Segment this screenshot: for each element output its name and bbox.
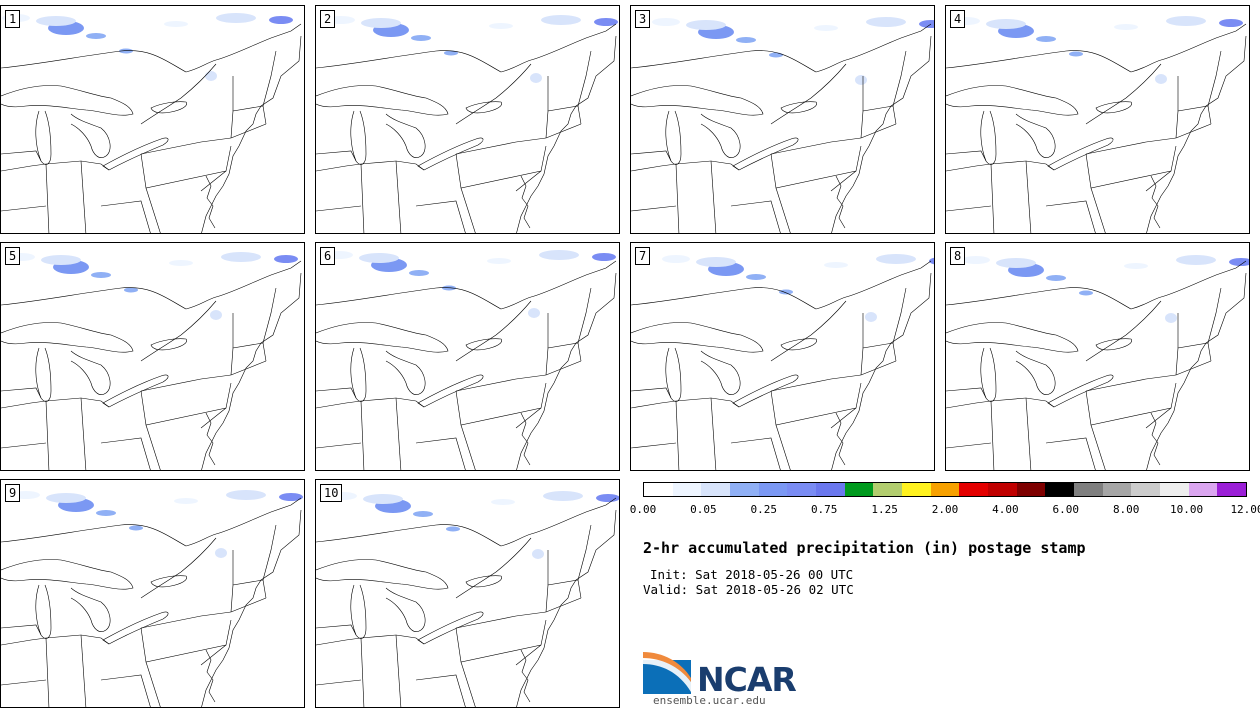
colorbar-swatch [1217, 483, 1247, 496]
colorbar-tick-label: 4.00 [992, 503, 1019, 516]
colorbar-swatch [758, 483, 788, 496]
colorbar-tick-label: 0.75 [810, 503, 838, 516]
colorbar-tick-label: 8.00 [1112, 503, 1140, 516]
map-member-2 [316, 15, 618, 233]
map-member-5 [1, 252, 302, 470]
colorbar-tick-label: 1.25 [871, 503, 898, 516]
colorbar-swatch [816, 483, 845, 496]
init-time: Init: Sat 2018-05-26 00 UTC [650, 567, 854, 582]
panel-member-7: 7 [630, 242, 935, 471]
colorbar-swatch [1016, 483, 1046, 496]
colorbar-swatch [902, 483, 931, 496]
colorbar-swatch [1045, 483, 1075, 496]
colorbar-swatch [672, 483, 702, 496]
valid-time: Valid: Sat 2018-05-26 02 UTC [643, 582, 854, 597]
panel-member-9: 9 [0, 479, 305, 708]
member-label: 7 [635, 247, 651, 265]
logo-text: NCAR [697, 660, 797, 699]
member-label: 2 [320, 10, 336, 28]
panel-member-2: 2 [315, 5, 620, 234]
panel-member-3: 3 [630, 5, 935, 234]
map-member-7 [631, 254, 934, 470]
colorbar-tick-label: 6.00 [1052, 503, 1080, 516]
member-label: 4 [950, 10, 966, 28]
map-member-8 [946, 255, 1249, 470]
panel-member-1: 1 [0, 5, 305, 234]
site-url: ensemble.ucar.edu [653, 694, 766, 707]
figure-title: 2-hr accumulated precipitation (in) post… [643, 539, 1086, 557]
panel-member-4: 4 [945, 5, 1250, 234]
panel-member-6: 6 [315, 242, 620, 471]
colorbar-swatch [1131, 483, 1161, 496]
colorbar-swatch [701, 483, 731, 496]
colorbar-swatch [1160, 483, 1189, 496]
map-member-10 [316, 491, 619, 707]
member-label: 6 [320, 247, 336, 265]
colorbar-tick-label: 10.00 [1170, 503, 1204, 516]
colorbar-tick-label: 0.00 [629, 503, 657, 516]
colorbar-swatch [787, 483, 817, 496]
colorbar-tick-label: 2.00 [931, 503, 959, 516]
member-label: 5 [5, 247, 21, 265]
colorbar-swatch [730, 483, 759, 496]
colorbar-swatch [1188, 483, 1218, 496]
colorbar-swatch [1074, 483, 1103, 496]
member-label: 10 [320, 484, 343, 502]
colorbar-swatch [844, 483, 874, 496]
map-member-6 [316, 250, 617, 470]
colorbar-tick-label: 0.05 [690, 503, 717, 516]
colorbar-swatch [930, 483, 960, 496]
member-label: 8 [950, 247, 966, 265]
colorbar-swatch [644, 483, 673, 496]
colorbar-swatch [1102, 483, 1132, 496]
panel-member-5: 5 [0, 242, 305, 471]
member-label: 1 [5, 10, 21, 28]
map-member-9 [1, 490, 303, 707]
map-member-1 [1, 13, 302, 233]
colorbar-swatch [988, 483, 1017, 496]
ncar-logo-icon [643, 652, 691, 694]
map-member-3 [631, 17, 934, 233]
member-label: 3 [635, 10, 651, 28]
panel-member-8: 8 [945, 242, 1250, 471]
colorbar-swatch [959, 483, 989, 496]
colorbar-tick-label: 0.25 [750, 503, 778, 516]
member-label: 9 [5, 484, 21, 502]
colorbar-swatch [873, 483, 903, 496]
precipitation-colorbar [643, 482, 1247, 497]
map-member-4 [946, 16, 1247, 233]
colorbar-tick-label: 12.00 [1230, 503, 1260, 516]
panel-member-10: 10 [315, 479, 620, 708]
